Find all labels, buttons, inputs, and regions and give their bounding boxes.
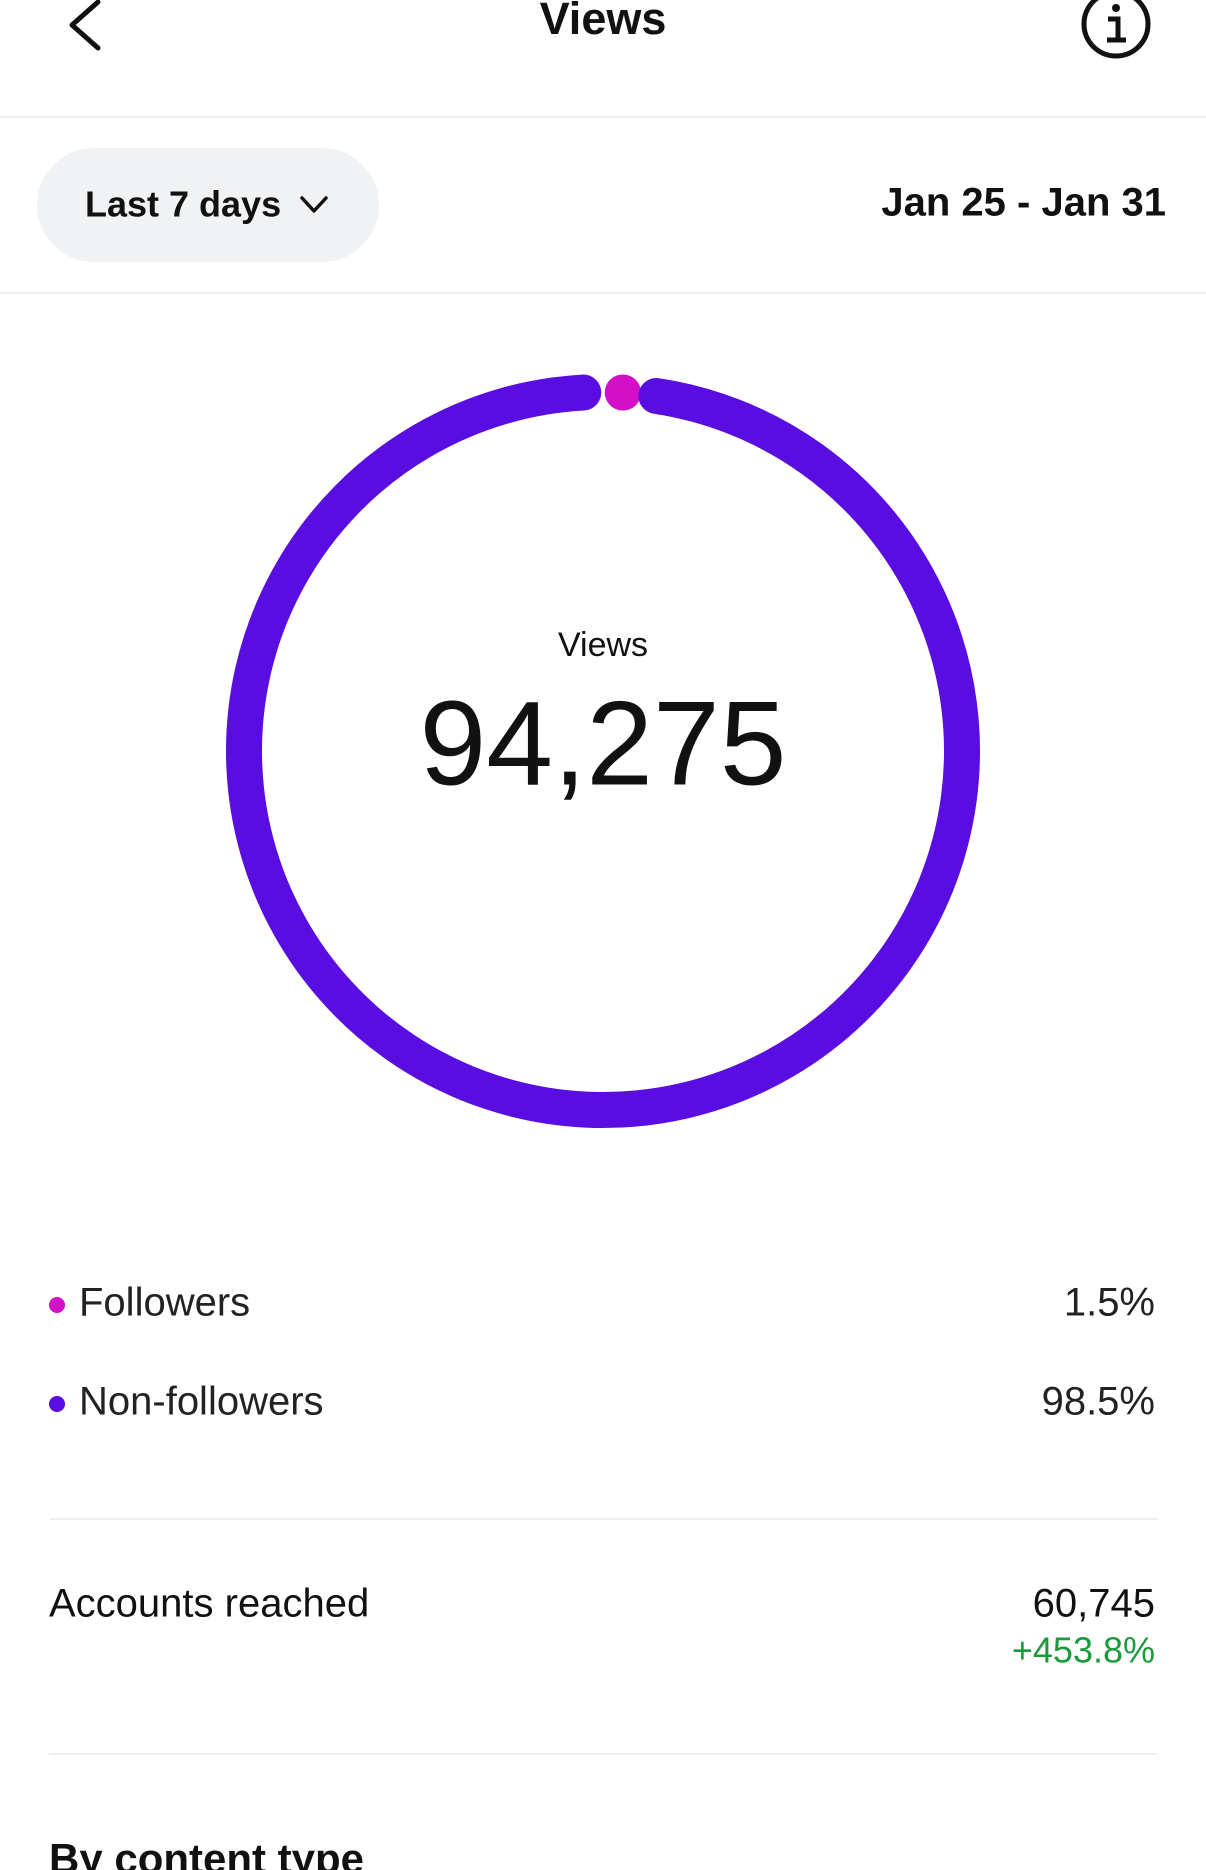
donut-segment <box>226 374 980 1128</box>
legend-dot <box>49 1396 65 1412</box>
legend: Followers 1.5% Non-followers 98.5% <box>49 1281 1155 1424</box>
legend-value: 98.5% <box>1042 1380 1155 1424</box>
metric-change: +453.8% <box>1012 1630 1155 1671</box>
metric-value: 60,745 <box>1033 1582 1155 1626</box>
total-views: 94,275 <box>419 677 786 811</box>
period-selector[interactable]: Last 7 days <box>37 148 379 262</box>
back-button[interactable] <box>69 0 101 51</box>
metric-label: Accounts reached <box>49 1582 369 1626</box>
section-title: By content type <box>49 1835 364 1870</box>
legend-value: 1.5% <box>1064 1281 1155 1325</box>
info-button[interactable] <box>1081 0 1151 59</box>
donut-chart <box>226 374 980 1128</box>
period-label: Last 7 days <box>85 184 281 225</box>
legend-label: Non-followers <box>79 1380 324 1424</box>
legend-dot <box>49 1297 65 1313</box>
date-range: Jan 25 - Jan 31 <box>881 181 1166 225</box>
legend-label: Followers <box>79 1281 250 1325</box>
center-label: Views <box>558 626 648 664</box>
page-title: Views <box>540 0 667 44</box>
